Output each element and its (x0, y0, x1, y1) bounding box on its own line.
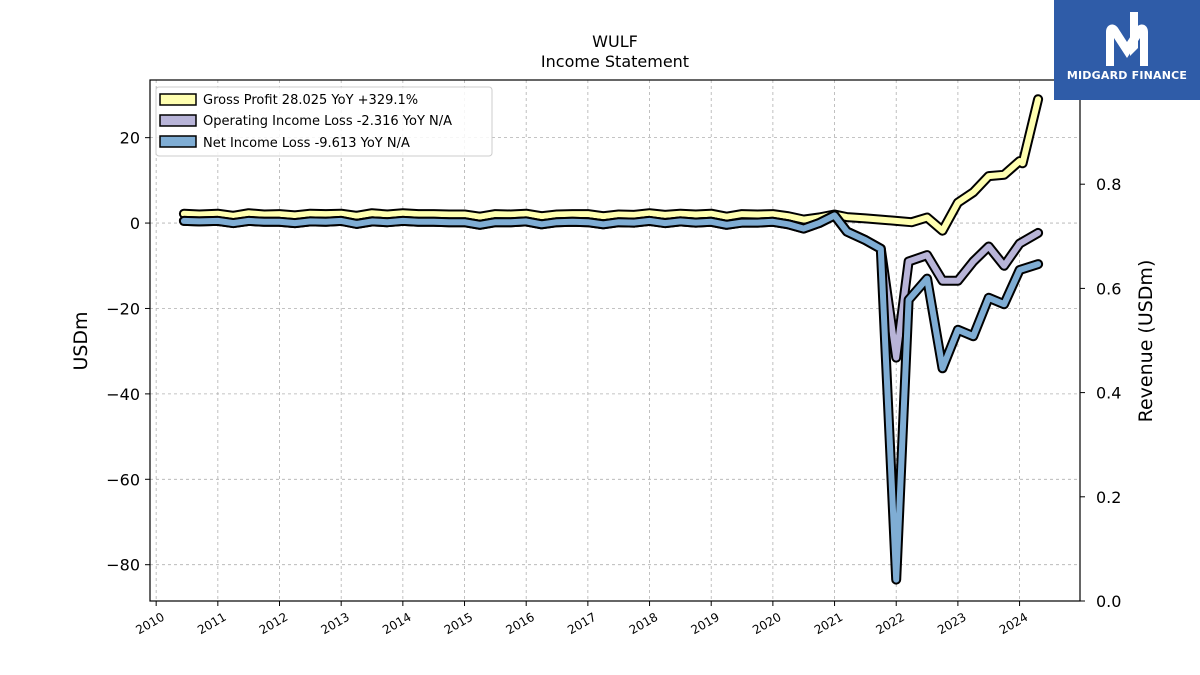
x-tick-label: 2022 (873, 610, 906, 637)
x-tick-label: 2013 (318, 610, 351, 637)
series-line-net-income-loss (180, 212, 1042, 583)
axes: 2010 2011 2012 2013 2014 2015 2016 2017 2018 2019… (106, 129, 1121, 638)
y-right-tick-label: 0.4 (1096, 384, 1121, 403)
chart-title: WULF (592, 32, 638, 51)
x-tick-label: 2011 (195, 610, 228, 637)
legend-label-gross-profit: Gross Profit 28.025 YoY +329.1% (203, 93, 418, 108)
plot-frame (149, 79, 1081, 602)
y-tick-label: −80 (106, 556, 140, 575)
chart-subtitle: Income Statement (541, 52, 689, 71)
x-tick-label: 2019 (688, 610, 721, 637)
y-right-tick-label: 0.0 (1096, 592, 1121, 611)
x-tick-label: 2016 (503, 610, 536, 637)
y-tick-label: 0 (130, 214, 140, 233)
y-right-tick-label: 0.2 (1096, 488, 1121, 507)
x-tick-label: 2015 (442, 610, 475, 637)
y-tick-label: −20 (106, 299, 140, 318)
x-tick-label: 2017 (565, 610, 598, 637)
x-tick-label: 2021 (812, 610, 845, 637)
legend-box (155, 86, 493, 157)
y-right-tick-label: 0.8 (1096, 175, 1121, 194)
series-lines (178, 94, 1044, 585)
logo-text: MIDGARD FINANCE (1066, 69, 1188, 82)
y-axis-label: USDm (70, 311, 92, 370)
x-tick-label: 2024 (997, 610, 1030, 637)
y-tick-label: 20 (120, 129, 140, 148)
x-tick-label: 2014 (380, 610, 413, 637)
legend-swatch-net-income (159, 135, 197, 148)
x-tick-label: 2020 (750, 610, 783, 637)
y-right-tick-label: 0.6 (1096, 279, 1121, 298)
series-line-gross-profit (180, 96, 1042, 234)
x-tick-label: 2023 (935, 610, 968, 637)
legend-label-net-income: Net Income Loss -9.613 YoY N/A (203, 136, 410, 151)
brand-logo: MIDGARD FINANCE (1054, 0, 1200, 100)
y-axis-right-label: Revenue (USDm) (1135, 260, 1157, 423)
legend-swatch-gross-profit (159, 93, 197, 106)
midgard-logo-icon (1106, 12, 1148, 66)
legend: Gross Profit 28.025 YoY +329.1% Operatin… (155, 86, 493, 157)
legend-swatch-operating-income (159, 114, 197, 127)
y-tick-label: −60 (106, 470, 140, 489)
x-tick-label: 2018 (627, 610, 660, 637)
y-tick-label: −40 (106, 385, 140, 404)
x-tick-label: 2010 (133, 610, 166, 637)
x-tick-label: 2012 (257, 610, 290, 637)
legend-label-operating-income: Operating Income Loss -2.316 YoY N/A (203, 114, 452, 129)
